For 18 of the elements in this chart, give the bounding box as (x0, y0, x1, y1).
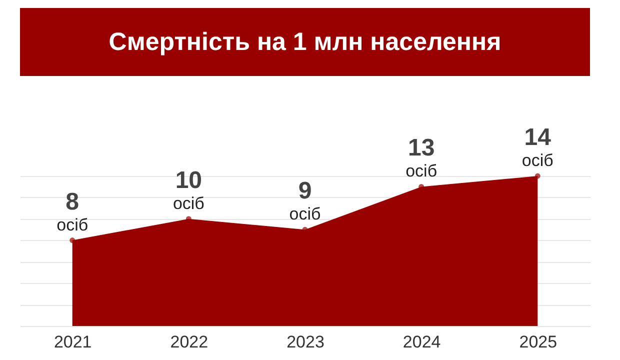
point (534, 173, 540, 179)
data-label: 13 (408, 134, 435, 162)
annotation: осіб (56, 215, 88, 234)
data-label: 8 (66, 188, 80, 216)
data-label: 10 (175, 166, 202, 194)
x-tick-label: 2024 (402, 332, 441, 352)
data-label: 14 (524, 124, 552, 151)
annotation: осіб (289, 204, 321, 224)
data-label: 9 (298, 178, 312, 205)
x-tick-label: 2023 (286, 332, 324, 352)
x-tick-label: 2025 (519, 332, 558, 352)
x-tick-label: 2021 (54, 332, 92, 352)
x-tick-label: 2022 (170, 332, 208, 352)
point (70, 238, 76, 244)
annotation: осіб (522, 151, 554, 170)
annotation: осіб (406, 162, 438, 181)
annotation: осіб (172, 194, 205, 213)
chart-title: Смертність на 1 млн населення (108, 28, 502, 56)
